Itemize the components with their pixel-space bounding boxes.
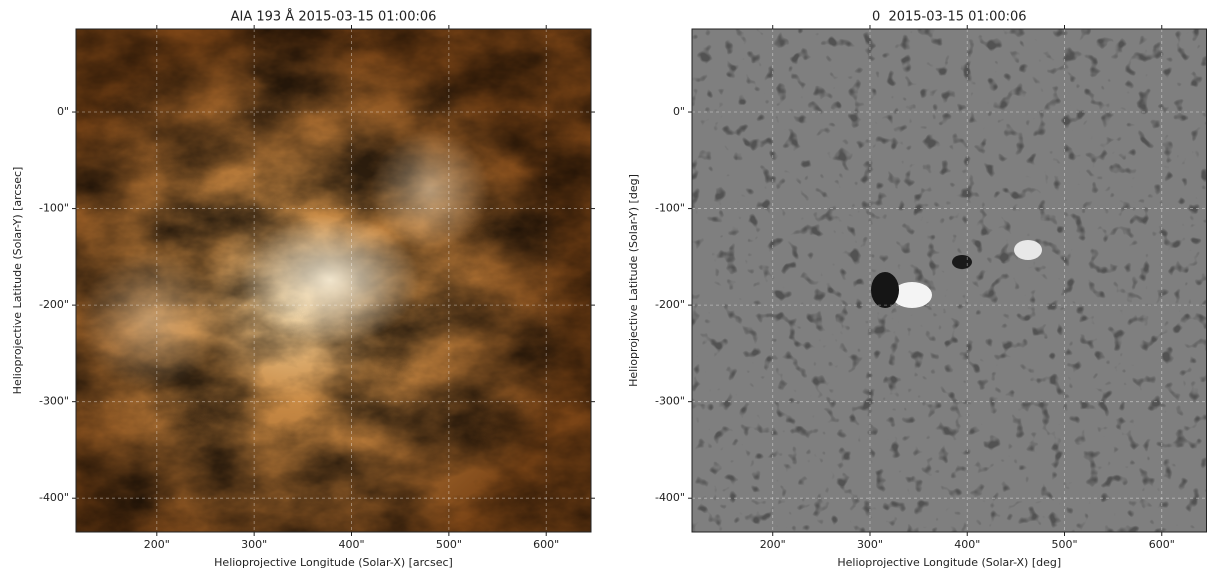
chart-title: AIA 193 Å 2015-03-15 01:00:06 [231, 9, 437, 25]
image-spot [871, 272, 899, 308]
x-tick-label: 500" [1051, 538, 1077, 551]
figure: 200" 300" 400" 500" 600" 0" -100" -200" -300" -40… [0, 0, 1207, 578]
image-glow [370, 130, 490, 250]
image-spot [952, 255, 972, 269]
y-axis-label: Helioprojective Latitude (Solar-Y) [arcs… [11, 167, 24, 395]
image-texture [692, 29, 1207, 532]
x-tick-label: 300" [241, 538, 267, 551]
image-glow [80, 250, 220, 390]
y-tick-label: -300" [39, 395, 69, 408]
y-tick-label: -100" [655, 202, 685, 215]
x-tick-label: 300" [857, 538, 883, 551]
x-tick-label: 200" [144, 538, 170, 551]
y-tick-label: -200" [39, 298, 69, 311]
panel [692, 29, 1207, 532]
y-axis-label: Helioprojective Latitude (Solar-Y) [deg] [627, 174, 640, 387]
x-axis-label: Helioprojective Longitude (Solar-X) [deg… [837, 556, 1061, 569]
y-tick-label: -400" [39, 491, 69, 504]
y-tick-label: 0" [673, 105, 685, 118]
y-tick-label: -200" [655, 298, 685, 311]
x-tick-label: 200" [760, 538, 786, 551]
y-tick-label: -400" [655, 491, 685, 504]
x-tick-label: 500" [436, 538, 462, 551]
y-tick-label: -300" [655, 395, 685, 408]
x-tick-label: 400" [338, 538, 364, 551]
chart-title: 0 2015-03-15 01:00:06 [872, 10, 1027, 25]
x-tick-label: 600" [1149, 538, 1175, 551]
x-tick-label: 400" [954, 538, 980, 551]
y-tick-label: 0" [57, 105, 69, 118]
x-axis-label: Helioprojective Longitude (Solar-X) [arc… [214, 556, 453, 569]
x-tick-label: 600" [533, 538, 559, 551]
y-tick-label: -100" [39, 202, 69, 215]
image-spot [1014, 240, 1042, 260]
panel [76, 29, 591, 532]
